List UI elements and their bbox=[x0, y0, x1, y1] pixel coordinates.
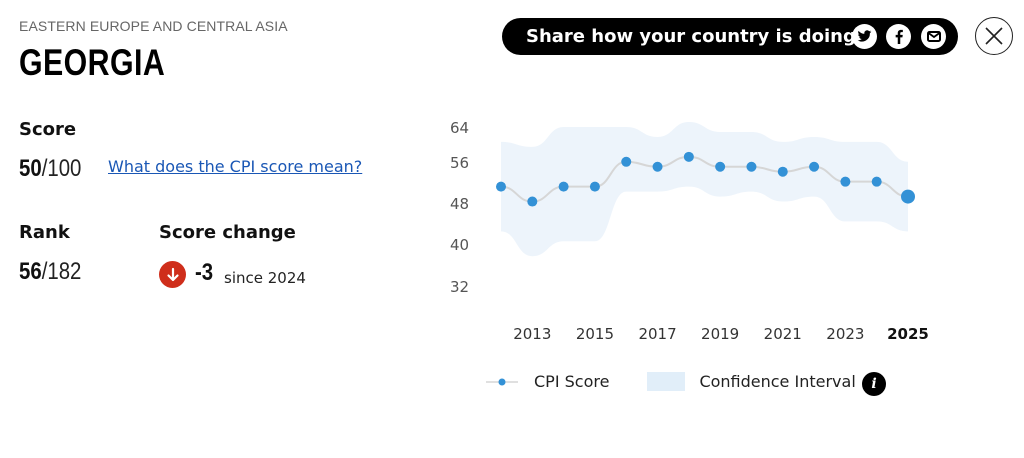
rank-max: /182 bbox=[41, 258, 82, 285]
x-tick-label: 2019 bbox=[701, 325, 739, 343]
cpi-score-meaning-link[interactable]: What does the CPI score mean? bbox=[108, 157, 363, 176]
share-bar: Share how your country is doing bbox=[502, 18, 958, 55]
country-title: GEORGIA bbox=[19, 42, 166, 83]
rank-number: 56 bbox=[19, 258, 42, 285]
x-tick-label: 2013 bbox=[513, 325, 551, 343]
score-max: /100 bbox=[41, 155, 82, 182]
region-label: EASTERN EUROPE AND CENTRAL ASIA bbox=[19, 18, 288, 34]
y-tick-label: 32 bbox=[450, 278, 469, 296]
arrow-down-icon bbox=[159, 261, 186, 288]
info-icon[interactable]: i bbox=[862, 372, 886, 396]
data-point[interactable] bbox=[777, 166, 788, 177]
share-label: Share how your country is doing bbox=[526, 26, 856, 47]
data-point[interactable] bbox=[746, 161, 757, 172]
y-tick-label: 48 bbox=[450, 195, 469, 213]
email-icon[interactable] bbox=[921, 24, 946, 49]
data-point[interactable] bbox=[652, 161, 663, 172]
cpi-score-legend-marker bbox=[486, 378, 518, 385]
y-tick-label: 64 bbox=[450, 119, 469, 137]
x-tick-label: 2021 bbox=[764, 325, 802, 343]
data-point[interactable] bbox=[715, 161, 726, 172]
rank-value: 56/182 bbox=[19, 258, 81, 286]
score-change-label: Score change bbox=[159, 222, 296, 243]
score-number: 50 bbox=[19, 155, 42, 182]
score-change-value: -3 bbox=[195, 259, 214, 286]
x-tick-label: 2023 bbox=[826, 325, 864, 343]
close-button[interactable] bbox=[975, 17, 1013, 55]
data-point[interactable] bbox=[527, 196, 538, 207]
data-point[interactable] bbox=[871, 176, 882, 187]
facebook-icon[interactable] bbox=[886, 24, 911, 49]
score-value: 50/100 bbox=[19, 155, 81, 183]
data-point[interactable] bbox=[809, 161, 820, 172]
data-point[interactable] bbox=[496, 181, 506, 192]
rank-label: Rank bbox=[19, 222, 70, 243]
x-tick-label: 2015 bbox=[576, 325, 614, 343]
y-tick-label: 56 bbox=[450, 154, 469, 172]
score-change-since: since 2024 bbox=[224, 269, 306, 287]
y-tick-label: 40 bbox=[450, 236, 469, 254]
close-icon bbox=[985, 27, 1003, 45]
data-point[interactable] bbox=[683, 151, 694, 162]
x-tick-label: 2017 bbox=[638, 325, 676, 343]
legend-cpi-score: CPI Score bbox=[534, 372, 610, 391]
twitter-icon[interactable] bbox=[852, 24, 877, 49]
data-point[interactable] bbox=[840, 176, 851, 187]
x-tick-label: 2025 bbox=[887, 325, 929, 343]
confidence-interval-area bbox=[501, 122, 908, 257]
ci-legend-swatch bbox=[647, 372, 686, 391]
data-point[interactable] bbox=[589, 181, 600, 192]
data-point[interactable] bbox=[621, 156, 632, 167]
chart-legend: CPI Score Confidence Interval bbox=[484, 372, 856, 391]
score-label: Score bbox=[19, 119, 77, 140]
legend-confidence-interval: Confidence Interval bbox=[699, 372, 856, 391]
data-point[interactable] bbox=[901, 189, 915, 204]
data-point[interactable] bbox=[558, 181, 569, 192]
